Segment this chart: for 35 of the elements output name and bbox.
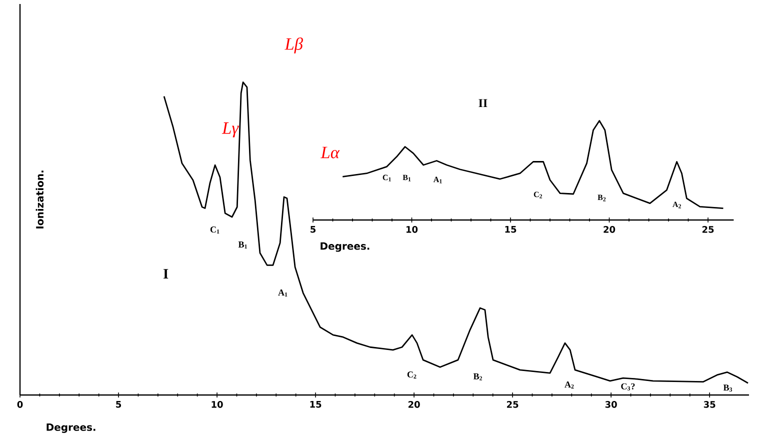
annotation: C$_{3}$?	[621, 383, 635, 390]
annotation: C$_{1}$	[382, 174, 391, 182]
text: Lβ	[284, 38, 303, 54]
annotation: C$_{2}$	[534, 192, 542, 198]
annotation: B$_{2}$	[598, 194, 606, 202]
x-tick-label: 15	[310, 401, 322, 408]
annotation: B$_{3}$	[723, 384, 732, 392]
x-tick-label: 15	[505, 226, 516, 233]
x-tick-label: 20	[408, 401, 420, 408]
chart-title: II	[478, 99, 488, 108]
annotation: Lγ	[222, 122, 239, 138]
annotation: B$_{2}$	[473, 373, 482, 380]
x-tick-label: 5	[116, 401, 122, 408]
x-tick-label: 0	[17, 401, 23, 408]
x-tick-label: 10	[406, 226, 418, 233]
annotation: A$_{2}$	[672, 202, 681, 208]
x-tick-label: 20	[604, 226, 616, 233]
annotation: A$_{2}$	[564, 382, 574, 388]
x-tick-label: 25	[507, 401, 518, 408]
x-tick-label: 25	[702, 226, 714, 233]
x-axis-title: Degrees.	[46, 423, 96, 433]
annotation: C$_{2}$	[407, 371, 416, 378]
text: I	[163, 269, 168, 278]
annotation: A$_{1}$	[433, 176, 442, 184]
annotation: Lα	[320, 146, 340, 158]
x-tick-label: 35	[704, 401, 716, 408]
annotation: B$_{1}$	[402, 174, 411, 182]
x-tick-label: 10	[212, 401, 223, 408]
y-axis-title: Ionization.	[36, 170, 44, 228]
x-tick-label: 30	[605, 401, 617, 408]
annotation: C$_{1}$	[210, 226, 220, 234]
x-tick-label: 5	[310, 226, 316, 233]
annotation: A$_{1}$	[278, 290, 288, 296]
annotation: B$_{1}$	[238, 242, 247, 248]
x-axis-title: Degrees.	[320, 242, 370, 252]
